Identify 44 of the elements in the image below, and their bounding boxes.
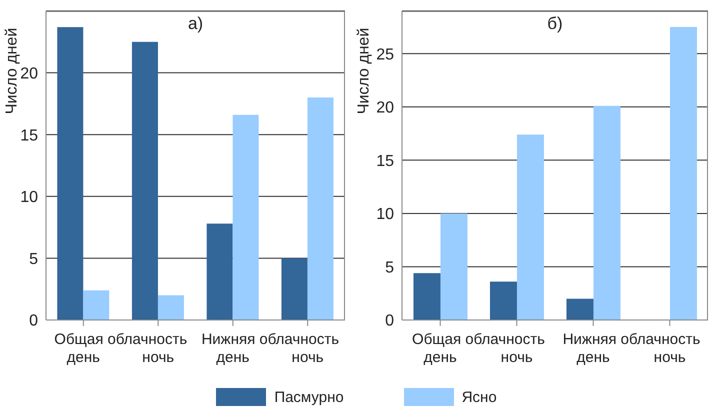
bar xyxy=(566,298,594,320)
x-tick-label: ночь xyxy=(500,349,533,366)
bar xyxy=(281,258,308,320)
y-tick-label: 15 xyxy=(20,127,38,144)
y-tick-label: 5 xyxy=(29,250,38,268)
bar xyxy=(232,114,259,320)
legend-label: Ясно xyxy=(462,388,497,406)
x-tick-label: ночь xyxy=(292,349,324,366)
bar xyxy=(593,106,620,320)
x-tick-label: день xyxy=(576,349,610,366)
bar xyxy=(440,213,468,320)
text: Нижняя облачность xyxy=(562,331,700,348)
bar xyxy=(206,224,233,320)
y-tick-label: 20 xyxy=(20,65,38,82)
x-tick-label: ночь xyxy=(654,349,686,366)
bar xyxy=(57,27,84,320)
x-tick-label: день xyxy=(66,349,100,366)
x-tick-label: день xyxy=(216,349,250,366)
y-tick-label: 0 xyxy=(385,312,394,330)
y-axis-title: Число дней xyxy=(356,28,372,114)
y-tick-label: 20 xyxy=(376,100,394,117)
bar xyxy=(490,282,517,320)
y-tick-label: 10 xyxy=(376,206,394,224)
bar xyxy=(516,134,544,320)
y-tick-label: 15 xyxy=(376,152,394,170)
bar xyxy=(413,273,440,320)
bar xyxy=(670,26,697,320)
x-tick-label: ночь xyxy=(142,349,174,366)
text: Нижняя облачность xyxy=(201,331,340,348)
y-tick-label: 5 xyxy=(385,259,394,276)
chart-title: а) xyxy=(186,14,204,34)
bar xyxy=(83,290,110,320)
y-tick-label: 25 xyxy=(376,46,394,64)
legend-label: Пасмурно xyxy=(274,388,344,406)
x-tick-label: день xyxy=(424,349,458,366)
text: Общая облачность xyxy=(54,331,188,348)
text: Общая облачность xyxy=(412,331,546,348)
bar xyxy=(132,42,158,320)
bar xyxy=(158,295,184,320)
chart-title: б) xyxy=(546,14,564,34)
y-tick-label: 0 xyxy=(29,312,38,330)
bar xyxy=(307,98,334,320)
y-tick-label: 10 xyxy=(20,189,38,206)
y-axis-title: Число дней xyxy=(4,28,20,114)
